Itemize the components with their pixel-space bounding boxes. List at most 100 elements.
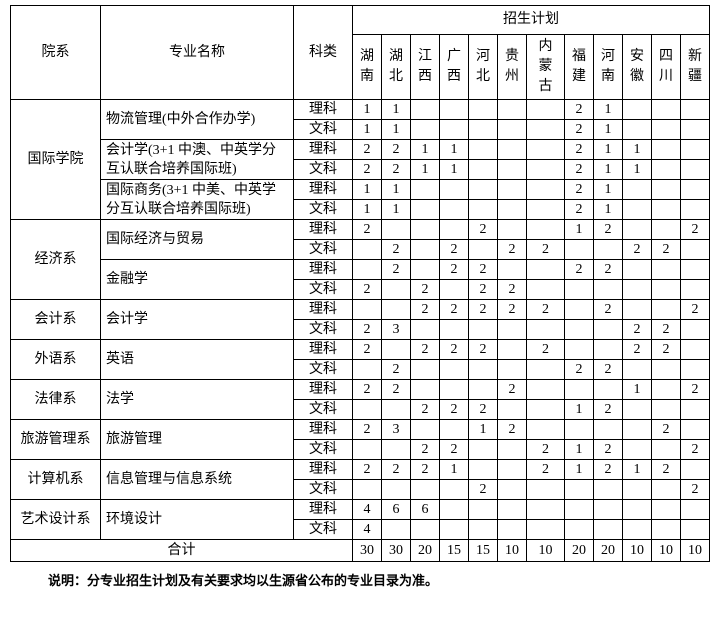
plan-cell: 2: [680, 479, 710, 500]
enrollment-plan-table: 院系 专业名称 科类 招生计划 湖南 湖北 江西 广西 河北 贵州 内蒙古 福建 河南 安徽 四川新…: [10, 5, 710, 562]
plan-cell: [468, 499, 498, 520]
plan-cell: [651, 499, 681, 520]
plan-cell: 1: [352, 199, 382, 220]
plan-cell: [410, 479, 440, 500]
total-label: 合计: [10, 539, 353, 562]
page: 院系 专业名称 科类 招生计划 湖南 湖北 江西 广西 河北 贵州 内蒙古 福建 河南 安徽 四川新…: [10, 5, 710, 588]
plan-cell: [410, 359, 440, 380]
plan-cell: 2: [352, 139, 382, 160]
subject-cell: 理科: [293, 379, 353, 400]
plan-cell: [564, 519, 594, 540]
plan-cell: 2: [593, 399, 623, 420]
plan-cell: 2: [352, 219, 382, 240]
plan-cell: [526, 119, 565, 140]
province-label: 广西: [446, 49, 461, 84]
plan-cell: [622, 99, 652, 120]
plan-cell: [680, 139, 710, 160]
plan-cell: [651, 219, 681, 240]
plan-cell: 1: [564, 399, 594, 420]
subject-cell: 理科: [293, 339, 353, 360]
table-row: 艺术设计系 环境设计 理科 4 6 6: [10, 499, 710, 540]
plan-cell: [593, 279, 623, 300]
subject-cell: 理科: [293, 499, 353, 520]
total-value: 10: [651, 539, 681, 562]
plan-cell: [381, 519, 411, 540]
plan-cell: 2: [497, 279, 527, 300]
table-row: 文科 2 2 2 1 2: [11, 399, 710, 420]
plan-cell: 2: [439, 239, 469, 260]
major-cell: 国际经济与贸易: [100, 219, 294, 260]
plan-cell: [497, 99, 527, 120]
plan-cell: 4: [352, 499, 382, 520]
plan-cell: [468, 179, 498, 200]
plan-cell: [352, 359, 382, 380]
plan-cell: [497, 339, 527, 360]
plan-cell: [526, 179, 565, 200]
plan-cell: [564, 339, 594, 360]
department-cell: 会计系: [10, 299, 101, 340]
subject-cell: 文科: [293, 199, 353, 220]
subject-cell: 文科: [293, 359, 353, 380]
plan-cell: 1: [410, 139, 440, 160]
total-value: 30: [381, 539, 411, 562]
plan-cell: 1: [564, 439, 594, 460]
plan-cell: 2: [564, 199, 594, 220]
plan-cell: 2: [352, 459, 382, 480]
table-row: 计算机系 信息管理与信息系统 理科 2 2 2 1 2 1 2 1 2: [10, 459, 710, 500]
plan-cell: [497, 319, 527, 340]
plan-cell: [381, 399, 411, 420]
plan-cell: [651, 179, 681, 200]
plan-cell: 2: [593, 459, 623, 480]
plan-cell: 2: [593, 439, 623, 460]
plan-cell: 2: [439, 339, 469, 360]
plan-cell: [622, 179, 652, 200]
plan-cell: [439, 319, 469, 340]
plan-cell: 1: [593, 139, 623, 160]
province-header: 河南: [593, 34, 623, 100]
plan-cell: 2: [352, 279, 382, 300]
plan-cell: 2: [410, 459, 440, 480]
plan-cell: [468, 99, 498, 120]
plan-cell: [381, 299, 411, 320]
plan-cell: [497, 219, 527, 240]
plan-cell: [622, 219, 652, 240]
department-cell: 计算机系: [10, 459, 101, 500]
plan-cell: [497, 439, 527, 460]
plan-cell: [497, 399, 527, 420]
plan-cell: [680, 419, 710, 440]
plan-cell: 2: [352, 159, 382, 180]
plan-cell: [526, 99, 565, 120]
plan-cell: 2: [381, 159, 411, 180]
plan-cell: [593, 519, 623, 540]
plan-cell: [381, 439, 411, 460]
table-row: 会计学(3+1 中澳、中英学分互认联合培养国际班) 理科 2 2 1 1 2 1 1: [11, 139, 710, 180]
plan-cell: [526, 319, 565, 340]
plan-cell: 1: [381, 99, 411, 120]
plan-cell: [564, 239, 594, 260]
plan-cell: 1: [593, 119, 623, 140]
province-label: 新疆: [687, 49, 702, 84]
total-value: 20: [410, 539, 440, 562]
plan-cell: 1: [439, 459, 469, 480]
subject-cell: 文科: [293, 119, 353, 140]
province-header: 湖北: [381, 34, 411, 100]
plan-cell: [680, 319, 710, 340]
plan-cell: [468, 519, 498, 540]
plan-cell: 2: [468, 219, 498, 240]
plan-cell: [622, 299, 652, 320]
province-label: 河北: [475, 49, 490, 84]
plan-cell: 2: [526, 439, 565, 460]
plan-cell: [381, 479, 411, 500]
plan-cell: 1: [593, 159, 623, 180]
subject-cell: 理科: [293, 179, 353, 200]
col-header-subject: 科类: [293, 5, 353, 100]
plan-cell: 2: [352, 419, 382, 440]
plan-cell: [526, 199, 565, 220]
plan-cell: [622, 259, 652, 280]
province-header: 广西: [439, 34, 469, 100]
header-row-top: 院系 专业名称 科类 招生计划: [10, 5, 710, 100]
plan-cell: 6: [410, 499, 440, 520]
plan-cell: [564, 299, 594, 320]
plan-cell: 2: [593, 299, 623, 320]
plan-cell: 1: [622, 139, 652, 160]
